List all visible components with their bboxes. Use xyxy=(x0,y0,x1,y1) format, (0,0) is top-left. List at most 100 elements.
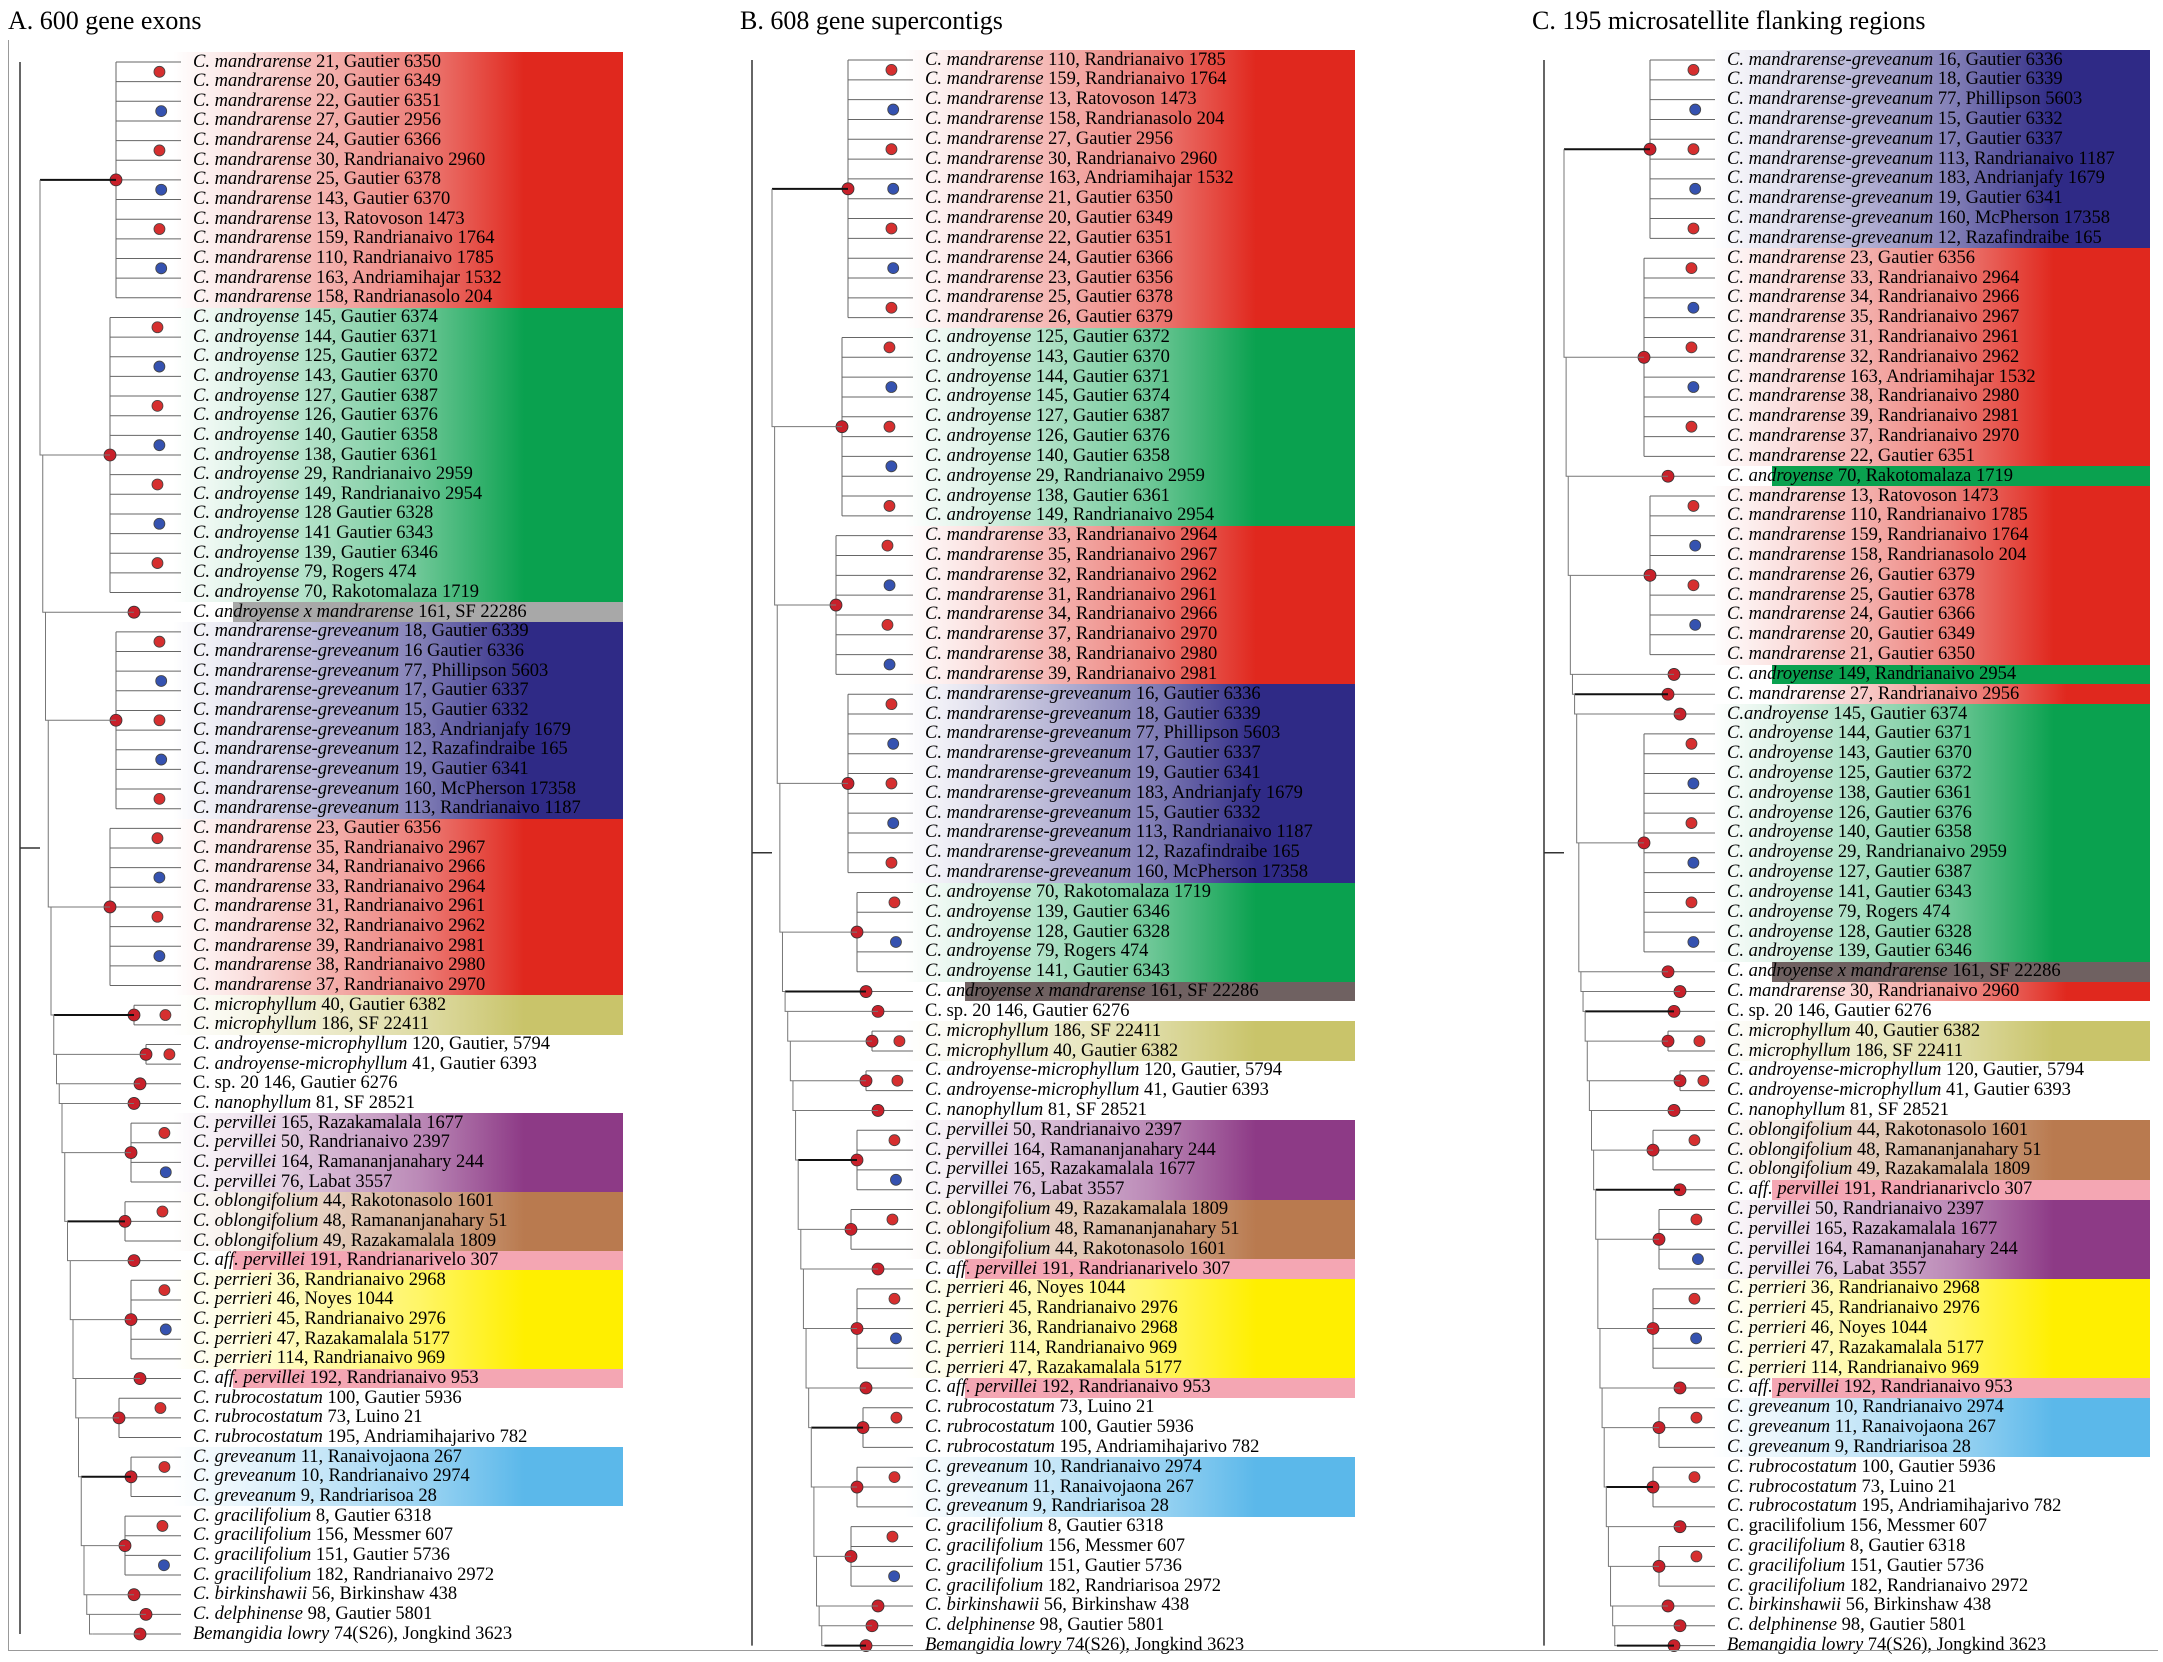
specimen-info: 151, Gautier 5736 xyxy=(1047,1555,1182,1576)
species-name: C. mandrarense-greveanum xyxy=(193,680,400,701)
specimen-info: 45, Randrianaivo 2976 xyxy=(276,1309,446,1330)
node-pie-chart xyxy=(1693,1035,1706,1047)
tree-leaf-label: C. rubrocostatum 195, Andriamihajarivo 7… xyxy=(925,1437,1259,1458)
species-name: C. androyense xyxy=(1727,941,1834,962)
species-name: C. mandrarense-greveanum xyxy=(1727,208,1934,229)
species-name: C. mandrarense xyxy=(1727,683,1846,704)
tree-leaf-label: C. mandrarense 30, Randrianaivo 2960 xyxy=(925,149,1217,170)
species-name: C. mandrarense-greveanum xyxy=(193,758,400,779)
node-pie-chart xyxy=(153,950,166,962)
species-name: C. perrieri xyxy=(1727,1298,1807,1319)
node-pie-chart xyxy=(883,341,896,354)
specimen-info: 29, Randrianaivo 2959 xyxy=(1035,465,1205,486)
specimen-info: 149, Randrianaivo 2954 xyxy=(1035,505,1215,526)
species-name: C. perrieri xyxy=(193,1348,273,1369)
tree-leaf-label: C. mandrarense 35, Randrianaivo 2967 xyxy=(193,838,485,859)
specimen-info: 100, Gautier 5936 xyxy=(1861,1456,1996,1477)
specimen-info: 143, Gautier 6370 xyxy=(316,189,451,210)
specimen-info: 114, Randrianaivo 969 xyxy=(1810,1357,1980,1378)
specimen-info: 74(S26), Jongkind 3623 xyxy=(333,1623,513,1644)
tree-leaf-label: C. mandrarense-greveanum 77, Phillipson … xyxy=(925,723,1280,744)
tree-leaf-label: C. birkinshawii 56, Birkinshaw 438 xyxy=(1727,1595,1991,1616)
specimen-info: 126, Gautier 6376 xyxy=(1837,802,1972,823)
species-name: C. mandrarense xyxy=(193,935,312,956)
backbone-branch xyxy=(1584,1011,1588,1042)
tree-leaf-label: C. mandrarense-greveanum 183, Andrianjaf… xyxy=(193,720,571,741)
clade-band-lightblue xyxy=(1712,1397,2150,1458)
clade-band-purple xyxy=(905,1120,1355,1200)
specimen-info: 161, SF 22286 xyxy=(1952,961,2061,982)
tree-leaf-label: C. perrieri 46, Noyes 1044 xyxy=(925,1278,1125,1299)
backbone-branch xyxy=(1578,842,1581,973)
species-name: C. gracilifolium xyxy=(1727,1575,1846,1596)
tree-leaf-label: C. gracilifolium 8, Gautier 6318 xyxy=(925,1516,1163,1537)
species-name: C. oblongifolium xyxy=(193,1230,319,1251)
species-name: C. greveanum xyxy=(193,1446,297,1467)
specimen-info: 158, Randrianasolo 204 xyxy=(316,287,493,308)
backbone-branch xyxy=(787,1011,791,1042)
clade-band-red xyxy=(1712,248,2150,467)
tree-leaf-label: C. androyense 125, Gautier 6372 xyxy=(193,346,438,367)
species-name: C. mandrarense xyxy=(925,188,1044,209)
tree-leaf-label: C. androyense 70, Rakotomalaza 1719 xyxy=(925,882,1211,903)
tree-leaf-label: C. androyense 70, Rakotomalaza 1719 xyxy=(1727,466,2013,487)
tree-leaf-label: C. androyense 127, Gautier 6387 xyxy=(1727,862,1972,883)
species-name: C. androyense xyxy=(1727,921,1834,942)
species-name: C. androyense xyxy=(925,901,1032,922)
node-pie-chart xyxy=(883,420,896,433)
tree-leaf-label: C. perrieri 45, Randrianaivo 2976 xyxy=(1727,1298,1980,1319)
specimen-info: 163, Andriamihajar 1532 xyxy=(316,267,502,288)
tree-leaf-label: C. pervillei 76, Labat 3557 xyxy=(925,1179,1124,1200)
species-name: C. greveanum xyxy=(925,1496,1029,1517)
specimen-info: 160, McPherson 17358 xyxy=(403,778,576,799)
species-name: C. rubrocostatum xyxy=(925,1436,1055,1457)
tree-leaf-label: C. mandrarense 13, Ratovoson 1473 xyxy=(193,209,465,230)
node-pie-chart xyxy=(888,1570,901,1583)
species-name: C. mandrarense-greveanum xyxy=(193,778,400,799)
backbone-branch xyxy=(86,1594,90,1615)
tree-leaf-label: C. mandrarense 37, Randrianaivo 2970 xyxy=(193,975,485,996)
node-pie-chart xyxy=(1692,1253,1704,1266)
specimen-info: 192, Randrianaivo 953 xyxy=(1843,1377,2013,1398)
specimen-info: 22, Gautier 6351 xyxy=(316,90,442,111)
specimen-info: 186, SF 22411 xyxy=(1855,1040,1964,1061)
tree-leaf-label: C. mandrarense 33, Randrianaivo 2964 xyxy=(193,877,485,898)
tree-leaf-label: C. mandrarense 22, Gautier 6351 xyxy=(925,228,1173,249)
tree-leaf-label: C. mandrarense-greveanum 160, McPherson … xyxy=(925,862,1308,883)
specimen-info: 34, Randrianaivo 2966 xyxy=(1850,287,2020,308)
species-name: C. mandrarense xyxy=(193,876,312,897)
specimen-info: 34, Randrianaivo 2966 xyxy=(316,857,486,878)
specimen-info: 9, Randriarisoa 28 xyxy=(1032,1496,1169,1517)
specimen-info: 49, Razakamalala 1809 xyxy=(1857,1159,2031,1180)
specimen-info: 79, Rogers 474 xyxy=(1837,901,1951,922)
tree-leaf-label: C. gracilifolium 151, Gautier 5736 xyxy=(193,1545,450,1566)
species-name: C. mandrarense xyxy=(1727,346,1846,367)
specimen-info: C. sp. 20 146, Gautier 6276 xyxy=(193,1073,398,1094)
species-name: C. mandrarense xyxy=(1727,584,1846,605)
species-name: C. mandrarense-greveanum xyxy=(193,699,400,720)
tree-leaf-label: C. perrieri 36, Randrianaivo 2968 xyxy=(925,1318,1178,1339)
specimen-info: 40, Gautier 6382 xyxy=(321,994,447,1015)
species-name: C. gracilifolium xyxy=(193,1505,312,1526)
species-name: C. mandrarense xyxy=(925,525,1044,546)
species-name: C. greveanum xyxy=(925,1456,1029,1477)
tree-leaf-label: C. perrieri 114, Randrianaivo 969 xyxy=(193,1348,445,1369)
specimen-info: 143, Gautier 6370 xyxy=(303,365,438,386)
backbone-branch xyxy=(1593,1150,1596,1191)
specimen-info: 35, Randrianaivo 2967 xyxy=(316,837,486,858)
specimen-info: 144, Gautier 6371 xyxy=(303,326,438,347)
specimen-info: 31, Randrianaivo 2961 xyxy=(1048,584,1218,605)
specimen-info: 192, Randrianaivo 953 xyxy=(1041,1377,1211,1398)
tree-leaf-label: C. androyense 29, Randrianaivo 2959 xyxy=(1727,842,2007,863)
backbone-branch xyxy=(1580,971,1584,993)
clade-band-red xyxy=(1772,684,2150,705)
species-name: C. mandrarense xyxy=(193,208,312,229)
clade-band-brown xyxy=(905,1199,1355,1260)
species-name: C. pervillei xyxy=(1727,1238,1811,1259)
tree-leaf-label: C. androyense 127, Gautier 6387 xyxy=(925,406,1170,427)
specimen-info: 158, Randrianasolo 204 xyxy=(1048,108,1225,129)
species-name: C. mandrarense xyxy=(1727,426,1846,447)
tree-leaf-label: C. mandrarense 39, Randrianaivo 2981 xyxy=(925,664,1217,685)
tree-leaf-label: C. mandrarense 158, Randrianasolo 204 xyxy=(1727,545,2026,566)
specimen-info: 26, Gautier 6379 xyxy=(1048,307,1174,328)
